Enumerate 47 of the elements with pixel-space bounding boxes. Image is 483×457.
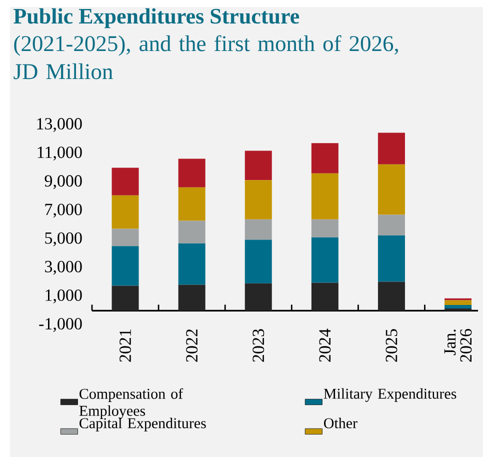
x-tick-label: 2024 (319, 328, 331, 362)
chart-subtitle: (2021-2025), and the first month of 2026, JD Million (14, 35, 398, 80)
x-tick-label: Jan. 2026 (444, 329, 472, 362)
y-tick-label: 3,000 (45, 260, 82, 275)
x-tick-label: 2022 (186, 329, 198, 362)
legend-label: Compensation of Employees (79, 388, 184, 419)
bar (244, 150, 272, 180)
bar (311, 173, 338, 220)
bar (244, 219, 272, 240)
bar (378, 132, 405, 164)
bar (378, 164, 405, 215)
bar (244, 180, 272, 220)
y-tick-label: -1,000 (39, 318, 82, 332)
bar (178, 187, 206, 221)
bar (112, 246, 139, 286)
bar (112, 195, 139, 229)
bar (112, 286, 139, 311)
x-tick-label: 2025 (386, 329, 398, 362)
bar (378, 235, 405, 282)
bar (178, 284, 206, 311)
bar (311, 219, 338, 238)
bar (112, 168, 139, 196)
legend-label: Capital Expenditures (80, 418, 206, 432)
y-tick-label: 13,000 (37, 118, 82, 132)
y-tick-label: 1,000 (46, 289, 82, 304)
y-tick-label: 9,000 (44, 175, 82, 190)
x-tick-label: 2021 (120, 330, 132, 362)
bar (244, 283, 272, 311)
bar (378, 214, 405, 236)
x-tick-label: 2023 (252, 329, 264, 362)
legend-label: Other (324, 418, 358, 428)
y-tick-label: 5,000 (45, 232, 82, 246)
bar (378, 282, 405, 311)
bar (178, 220, 206, 244)
y-tick-label: 11,000 (38, 146, 82, 161)
bar (311, 143, 338, 174)
y-tick-label: 7,000 (45, 204, 82, 218)
bar (178, 158, 206, 188)
bar (112, 228, 139, 246)
chart-title: Public Expenditures Structure (14, 8, 300, 28)
bar (444, 300, 472, 305)
bar (178, 243, 206, 285)
bar (311, 237, 338, 283)
legend-label: Military Expenditures (324, 388, 456, 402)
bar (244, 240, 272, 284)
bar (311, 282, 338, 311)
bar (444, 304, 472, 309)
